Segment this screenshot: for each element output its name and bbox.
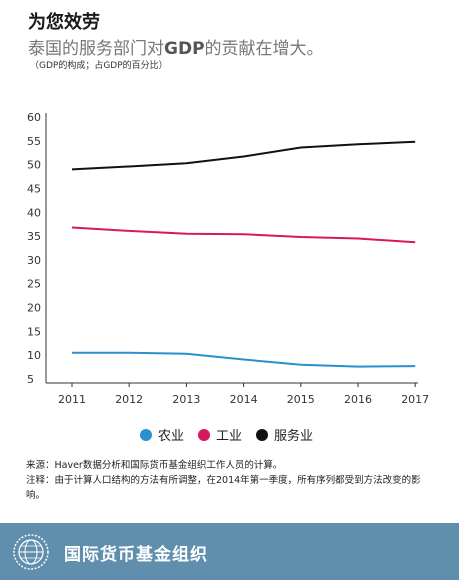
imf-seal-icon [13,534,49,570]
legend-label-agriculture: 农业 [158,429,185,444]
x-tick-label: 2011 [58,393,86,406]
page-title: 为您效劳 [28,12,100,33]
y-tick-label: 30 [27,254,41,267]
x-tick-label: 2014 [230,393,258,406]
subtitle-prefix: 泰国的服务部门对 [28,39,164,59]
legend-dot-industry [198,428,211,441]
chart-legend: 农业 工业 服务业 [140,425,313,444]
series-line-0 [72,351,416,368]
y-tick-label: 10 [27,349,41,362]
y-tick-label: 60 [27,111,41,124]
y-tick-label: 15 [27,325,41,338]
y-tick-label: 5 [27,373,34,386]
x-tick-label: 2017 [401,393,429,406]
footer-bar: 国际货币基金组织 [0,523,459,580]
subtitle-suffix: 的贡献在增大。 [204,39,324,59]
y-tick-label: 20 [27,302,41,315]
x-tick-label: 2013 [172,393,200,406]
y-tick-label: 35 [27,230,41,243]
legend-item-industry: 工业 [198,425,242,444]
x-tick-label: 2015 [287,393,315,406]
x-tick-label: 2016 [344,393,372,406]
legend-dot-services [256,428,269,441]
series-line-2 [71,140,416,171]
legend-label-industry: 工业 [216,429,243,444]
chart-note: （GDP的构成；占GDP的百分比） [30,61,168,71]
legend-dot-agriculture [140,428,152,441]
y-tick-label: 50 [27,159,41,172]
notes-line: 注释：由于计算人口结构的方法有所调整，在2014年第一季度，所有序列都受到方法改… [26,475,421,501]
series-line-1 [71,226,416,244]
y-tick-label: 45 [27,182,41,195]
line-chart: 5 10 15 20 25 30 35 40 45 50 55 60 2011 2012 2013 2014 2… [27,111,429,406]
subtitle-unit: GDP [164,39,205,59]
legend-item-agriculture: 农业 [140,425,184,444]
footer-org-name: 国际货币基金组织 [64,545,208,565]
page-subtitle: 泰国的服务部门对GDP的贡献在增大。 [28,34,324,59]
x-tick-label: 2012 [115,393,143,406]
legend-item-services: 服务业 [256,425,313,444]
legend-label-services: 服务业 [274,429,314,444]
y-tick-label: 40 [27,206,41,219]
source-note: 来源：Haver数据分析和国际货币基金组织工作人员的计算。 注释：由于计算人口结… [26,458,438,503]
source-line: 来源：Haver数据分析和国际货币基金组织工作人员的计算。 [26,460,283,471]
y-tick-label: 55 [27,135,41,148]
y-tick-label: 25 [27,278,41,291]
